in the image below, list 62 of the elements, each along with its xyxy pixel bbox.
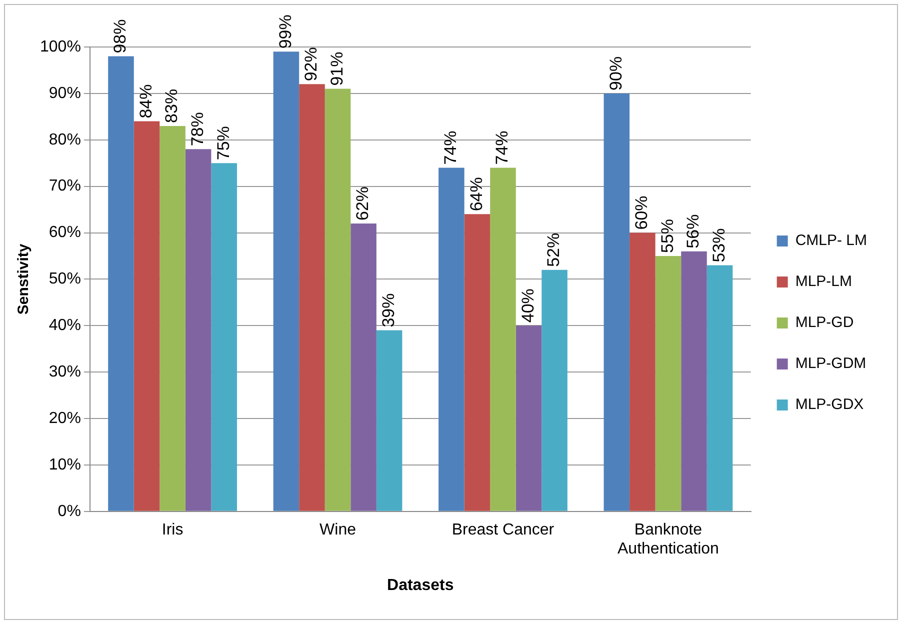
y-tick-label: 80% bbox=[48, 131, 81, 148]
bar bbox=[630, 232, 656, 511]
legend-label: MLP-GDX bbox=[795, 396, 864, 414]
data-label: 91% bbox=[327, 52, 346, 86]
bar bbox=[211, 163, 237, 511]
data-label: 75% bbox=[214, 126, 233, 160]
bar bbox=[516, 326, 542, 511]
legend-label: CMLP- LM bbox=[795, 232, 868, 250]
legend-label: MLP-LM bbox=[795, 273, 852, 290]
bar bbox=[376, 330, 402, 511]
y-tick-label: 60% bbox=[48, 224, 81, 242]
bar bbox=[160, 126, 186, 511]
x-tick-label: Breast Cancer bbox=[452, 521, 555, 538]
data-label: 53% bbox=[709, 228, 728, 262]
data-label: 92% bbox=[302, 47, 321, 82]
y-tick-label: 50% bbox=[48, 270, 81, 288]
bar bbox=[655, 256, 682, 511]
data-label: 52% bbox=[544, 232, 564, 267]
bar bbox=[273, 52, 300, 511]
bar bbox=[350, 223, 376, 511]
bar bbox=[681, 251, 707, 511]
bar bbox=[299, 84, 325, 511]
y-tick-label: 100% bbox=[40, 38, 81, 56]
bar bbox=[464, 214, 490, 511]
bar bbox=[134, 121, 160, 511]
y-tick-label: 10% bbox=[48, 456, 81, 474]
y-tick-label: 20% bbox=[48, 410, 81, 427]
data-label: 55% bbox=[658, 218, 677, 253]
x-tick-label: Banknote Authentication bbox=[618, 521, 719, 558]
data-label: 83% bbox=[162, 88, 182, 123]
bar bbox=[324, 88, 351, 511]
y-tick-label: 90% bbox=[48, 84, 81, 102]
data-label: 64% bbox=[466, 177, 486, 212]
bar bbox=[108, 56, 134, 511]
bar bbox=[438, 168, 464, 511]
legend-label: MLP-GD bbox=[795, 314, 854, 332]
bar bbox=[604, 93, 630, 511]
data-label: 98% bbox=[110, 19, 130, 54]
x-tick-label: Iris bbox=[162, 521, 184, 538]
data-label: 90% bbox=[606, 56, 626, 90]
data-label: 84% bbox=[136, 84, 156, 118]
data-label: 40% bbox=[518, 288, 538, 323]
data-label: 78% bbox=[188, 112, 207, 146]
bar bbox=[706, 265, 733, 511]
data-label: 99% bbox=[276, 14, 295, 49]
data-label: 39% bbox=[379, 293, 398, 328]
legend-label: MLP-GDM bbox=[795, 355, 866, 372]
data-label: 60% bbox=[632, 196, 652, 230]
y-tick-label: 70% bbox=[48, 178, 81, 195]
bar bbox=[542, 270, 568, 511]
data-label: 74% bbox=[441, 130, 460, 165]
x-axis-title: Datasets bbox=[387, 576, 454, 594]
y-tick-label: 40% bbox=[48, 317, 81, 334]
data-label: 74% bbox=[492, 130, 512, 165]
y-axis-title: Senstivity bbox=[15, 243, 32, 315]
data-label: 56% bbox=[684, 214, 703, 248]
bar bbox=[490, 168, 516, 511]
y-tick-label: 0% bbox=[58, 502, 81, 520]
x-tick-label: Wine bbox=[320, 521, 356, 538]
data-label: 62% bbox=[353, 186, 372, 220]
bar bbox=[185, 149, 212, 511]
y-tick-label: 30% bbox=[48, 363, 81, 380]
